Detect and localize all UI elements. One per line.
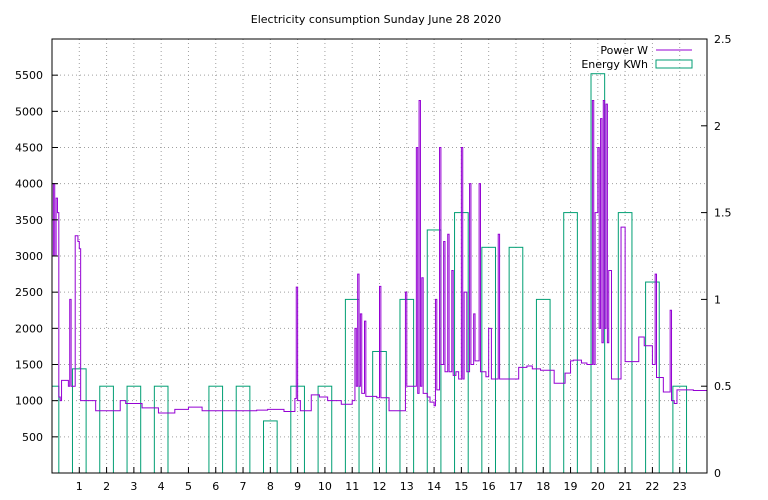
x-tick-label: 5 xyxy=(185,480,192,493)
power-line xyxy=(52,99,707,414)
x-tick-label: 8 xyxy=(267,480,274,493)
x-tick-label: 11 xyxy=(345,480,359,493)
x-tick-label: 10 xyxy=(318,480,332,493)
x-tick-label: 16 xyxy=(482,480,496,493)
x-tick-label: 13 xyxy=(400,480,414,493)
x-tick-label: 18 xyxy=(536,480,550,493)
energy-bar xyxy=(590,73,606,474)
x-tick-label: 1 xyxy=(76,480,83,493)
legend-swatch-energy xyxy=(655,59,693,69)
x-tick-label: 20 xyxy=(591,480,605,493)
x-tick-label: 2 xyxy=(103,480,110,493)
y-tick-label: 5000 xyxy=(15,105,43,118)
energy-bar xyxy=(535,298,551,474)
energy-series xyxy=(51,73,688,474)
y2-tick-label: 2 xyxy=(714,120,721,133)
y-tick-label: 4000 xyxy=(15,178,43,191)
x-tick-label: 14 xyxy=(427,480,441,493)
axis-labels: 500 1000 1500 2000 2500 3000 3500 4000 4500 5000 5… xyxy=(15,33,732,493)
chart-title: Electricity consumption Sunday June 28 2… xyxy=(251,13,501,26)
y2-tick-label: 1 xyxy=(714,293,721,306)
x-tick-label: 12 xyxy=(373,480,387,493)
x-tick-label: 23 xyxy=(673,480,687,493)
legend-label-power: Power W xyxy=(600,44,648,57)
y-tick-label: 3000 xyxy=(15,250,43,263)
x-tick-label: 7 xyxy=(240,480,247,493)
y-tick-label: 500 xyxy=(22,431,43,444)
x-tick-label: 9 xyxy=(294,480,301,493)
x-tick-label: 22 xyxy=(645,480,659,493)
y-tick-label: 1000 xyxy=(15,395,43,408)
x-tick-label: 21 xyxy=(618,480,632,493)
x-tick-label: 17 xyxy=(509,480,523,493)
energy-bar xyxy=(263,420,278,474)
x-tick-label: 6 xyxy=(212,480,219,493)
y2-tick-label: 1.5 xyxy=(714,207,732,220)
y-tick-label: 1500 xyxy=(15,359,43,372)
y2-tick-label: 0 xyxy=(714,467,721,480)
power-series xyxy=(52,99,707,414)
y2-tick-label: 2.5 xyxy=(714,33,732,46)
legend-label-energy: Energy KWh xyxy=(581,58,648,71)
y2-tick-label: 0.5 xyxy=(714,380,732,393)
y-tick-label: 5500 xyxy=(15,69,43,82)
y-tick-label: 3500 xyxy=(15,214,43,227)
x-tick-label: 19 xyxy=(564,480,578,493)
energy-bar xyxy=(51,385,60,474)
legend: Power W Energy KWh xyxy=(581,44,693,71)
y-tick-label: 2000 xyxy=(15,322,43,335)
y-tick-label: 4500 xyxy=(15,142,43,155)
x-tick-label: 3 xyxy=(130,480,137,493)
y-tick-label: 2500 xyxy=(15,286,43,299)
x-tick-label: 4 xyxy=(158,480,165,493)
energy-bar xyxy=(71,368,87,474)
x-tick-label: 15 xyxy=(454,480,468,493)
